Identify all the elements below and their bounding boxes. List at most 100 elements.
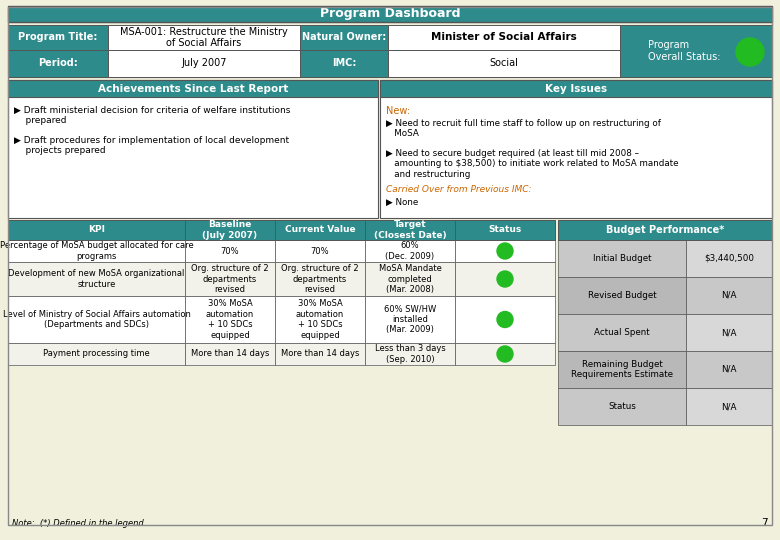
- Bar: [455, 220, 555, 240]
- Bar: [8, 6, 772, 22]
- Bar: [8, 240, 185, 262]
- Text: ▶ Need to recruit full time staff to follow up on restructuring of
   MoSA: ▶ Need to recruit full time staff to fol…: [386, 119, 661, 138]
- Bar: [8, 262, 185, 296]
- Bar: [558, 240, 686, 277]
- Circle shape: [497, 346, 513, 362]
- Bar: [8, 343, 185, 365]
- Text: Current Value: Current Value: [285, 226, 356, 234]
- Bar: [8, 80, 378, 97]
- Bar: [185, 296, 275, 343]
- Bar: [558, 351, 686, 388]
- Text: N/A: N/A: [722, 291, 737, 300]
- Bar: [185, 240, 275, 262]
- Text: N/A: N/A: [722, 365, 737, 374]
- Bar: [185, 220, 275, 240]
- Bar: [558, 388, 686, 425]
- Text: Program
Overall Status:: Program Overall Status:: [648, 40, 721, 62]
- Text: Status: Status: [608, 402, 636, 411]
- Text: Natural Owner:: Natural Owner:: [302, 32, 386, 43]
- Bar: [558, 314, 686, 351]
- Text: Org. structure of 2
departments
revised: Org. structure of 2 departments revised: [191, 264, 269, 294]
- Bar: [686, 240, 772, 277]
- Text: ▶ Need to secure budget required (at least till mid 2008 –
   amounting to $38,5: ▶ Need to secure budget required (at lea…: [386, 149, 679, 179]
- Text: 30% MoSA
automation
+ 10 SDCs
equipped: 30% MoSA automation + 10 SDCs equipped: [296, 299, 344, 340]
- Text: MSA-001: Restructure the Ministry
of Social Affairs: MSA-001: Restructure the Ministry of Soc…: [120, 26, 288, 48]
- Text: Baseline
(July 2007): Baseline (July 2007): [203, 220, 257, 240]
- Text: Period:: Period:: [38, 58, 78, 69]
- Bar: [686, 388, 772, 425]
- Text: Key Issues: Key Issues: [545, 84, 607, 93]
- Bar: [275, 343, 365, 365]
- Text: July 2007: July 2007: [181, 58, 227, 69]
- Bar: [455, 240, 555, 262]
- Bar: [8, 220, 185, 240]
- Text: 30% MoSA
automation
+ 10 SDCs
equipped: 30% MoSA automation + 10 SDCs equipped: [206, 299, 254, 340]
- Bar: [558, 220, 772, 240]
- Text: Org. structure of 2
departments
revised: Org. structure of 2 departments revised: [281, 264, 359, 294]
- Text: Revised Budget: Revised Budget: [588, 291, 657, 300]
- Bar: [300, 50, 388, 77]
- Bar: [108, 50, 300, 77]
- Bar: [8, 50, 108, 77]
- Bar: [108, 25, 300, 50]
- Bar: [620, 25, 772, 77]
- Bar: [686, 277, 772, 314]
- Text: Payment processing time: Payment processing time: [43, 349, 150, 359]
- Bar: [686, 314, 772, 351]
- Bar: [185, 343, 275, 365]
- Bar: [275, 220, 365, 240]
- Text: Minister of Social Affairs: Minister of Social Affairs: [431, 32, 577, 43]
- Bar: [388, 25, 620, 50]
- Text: Program Title:: Program Title:: [18, 32, 98, 43]
- Bar: [686, 351, 772, 388]
- Bar: [8, 80, 378, 218]
- Bar: [380, 80, 772, 97]
- Bar: [388, 50, 620, 77]
- Bar: [275, 262, 365, 296]
- Text: Social: Social: [490, 58, 519, 69]
- Text: ▶ Draft procedures for implementation of local development
    projects prepared: ▶ Draft procedures for implementation of…: [14, 136, 289, 156]
- Bar: [8, 296, 185, 343]
- Text: Remaining Budget
Requirements Estimate: Remaining Budget Requirements Estimate: [571, 360, 673, 379]
- Text: MoSA Mandate
completed
(Mar. 2008): MoSA Mandate completed (Mar. 2008): [378, 264, 441, 294]
- Text: Status: Status: [488, 226, 522, 234]
- Text: N/A: N/A: [722, 402, 737, 411]
- Circle shape: [497, 243, 513, 259]
- Text: Note:  (*) Defined in the legend: Note: (*) Defined in the legend: [12, 519, 144, 528]
- Text: 70%: 70%: [221, 246, 239, 255]
- Bar: [8, 22, 772, 77]
- Text: Budget Performance*: Budget Performance*: [606, 225, 724, 235]
- Bar: [275, 240, 365, 262]
- Bar: [185, 262, 275, 296]
- Bar: [275, 296, 365, 343]
- Text: More than 14 days: More than 14 days: [281, 349, 359, 359]
- Text: N/A: N/A: [722, 328, 737, 337]
- Text: Program Dashboard: Program Dashboard: [320, 8, 460, 21]
- Bar: [365, 220, 455, 240]
- Text: Percentage of MoSA budget allocated for care
programs: Percentage of MoSA budget allocated for …: [0, 241, 193, 261]
- Text: ▶ Draft ministerial decision for criteria of welfare institutions
    prepared: ▶ Draft ministerial decision for criteri…: [14, 106, 290, 125]
- Bar: [365, 343, 455, 365]
- Bar: [300, 25, 388, 50]
- Text: New:: New:: [386, 106, 410, 116]
- Circle shape: [497, 271, 513, 287]
- Bar: [365, 240, 455, 262]
- Text: 7: 7: [761, 518, 768, 528]
- Text: 60%
(Dec. 2009): 60% (Dec. 2009): [385, 241, 434, 261]
- Text: $3,440,500: $3,440,500: [704, 254, 754, 263]
- Text: Less than 3 days
(Sep. 2010): Less than 3 days (Sep. 2010): [374, 345, 445, 364]
- Text: Development of new MoSA organizational
structure: Development of new MoSA organizational s…: [9, 269, 185, 289]
- Bar: [455, 296, 555, 343]
- Text: ▶ None: ▶ None: [386, 198, 418, 207]
- Text: More than 14 days: More than 14 days: [191, 349, 269, 359]
- Text: Initial Budget: Initial Budget: [593, 254, 651, 263]
- Text: Target
(Closest Date): Target (Closest Date): [374, 220, 446, 240]
- Text: KPI: KPI: [88, 226, 105, 234]
- Text: Carried Over from Previous IMC:: Carried Over from Previous IMC:: [386, 185, 531, 194]
- Circle shape: [497, 312, 513, 327]
- Bar: [455, 262, 555, 296]
- Circle shape: [736, 38, 764, 66]
- Text: Achievements Since Last Report: Achievements Since Last Report: [98, 84, 288, 93]
- Bar: [558, 277, 686, 314]
- Text: 70%: 70%: [310, 246, 329, 255]
